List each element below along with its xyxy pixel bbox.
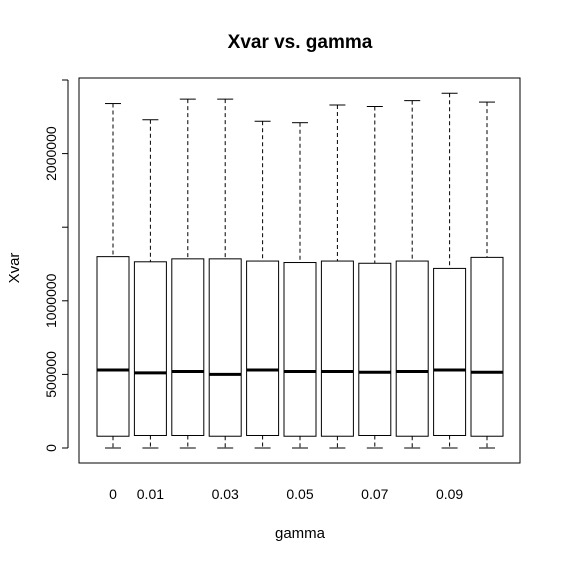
box-0.01 <box>133 119 167 449</box>
iqr-box <box>96 256 130 437</box>
iqr-box <box>208 258 242 437</box>
x-tick-label: 0 <box>109 486 117 502</box>
box-0.03 <box>208 98 242 449</box>
x-tick-label: 0.05 <box>286 486 313 502</box>
plot-frame <box>78 77 521 464</box>
iqr-box <box>320 260 354 437</box>
x-tick-label: 0.03 <box>212 486 239 502</box>
iqr-box <box>395 260 429 437</box>
iqr-box <box>283 262 317 437</box>
box-0.07 <box>358 105 392 449</box>
box-0.09 <box>433 92 467 449</box>
iqr-box <box>470 256 504 437</box>
iqr-box <box>133 261 167 436</box>
box-0.04 <box>246 120 280 449</box>
box-0.02 <box>171 98 205 449</box>
y-tick-label: 1000000 <box>43 273 59 328</box>
y-axis-label: Xvar <box>6 253 23 284</box>
box-0 <box>96 103 130 449</box>
box-0.1 <box>470 101 504 449</box>
iqr-box <box>358 262 392 436</box>
x-tick-label: 0.09 <box>436 486 463 502</box>
iqr-box <box>246 260 280 436</box>
box-0.08 <box>395 100 429 449</box>
box-series <box>96 92 504 449</box>
iqr-box <box>433 267 467 436</box>
x-tick-label: 0.07 <box>361 486 388 502</box>
x-axis-label: gamma <box>275 525 326 542</box>
box-0.06 <box>320 104 354 449</box>
y-tick-label: 500000 <box>43 351 59 398</box>
x-axis: 0 0.01 0.03 0.05 0.07 0.09 <box>109 486 463 502</box>
x-tick-label: 0.01 <box>137 486 164 502</box>
iqr-box <box>171 258 205 436</box>
y-tick-label: 0 <box>43 444 59 452</box>
box-0.05 <box>283 122 317 449</box>
y-axis: 0 500000 1000000 2000000 <box>43 79 69 452</box>
y-tick-label: 2000000 <box>43 126 59 181</box>
chart-title: Xvar vs. gamma <box>228 32 373 53</box>
